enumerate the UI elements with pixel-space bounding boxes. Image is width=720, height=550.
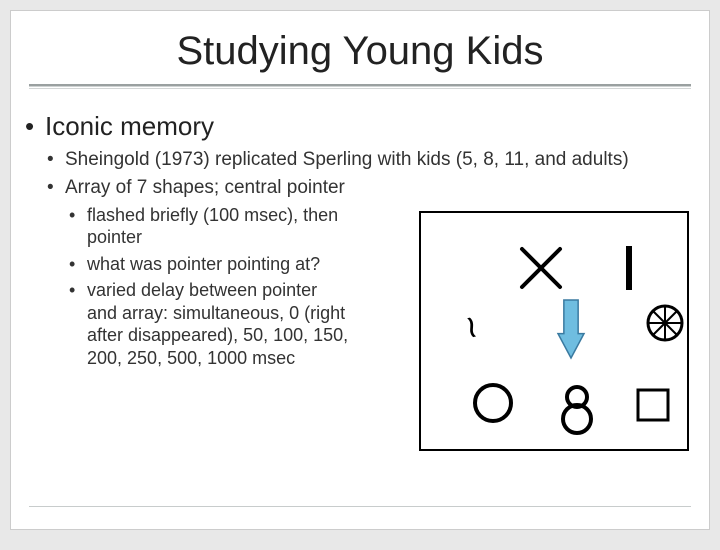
bullet-lvl2: Array of 7 shapes; central pointer [19,176,349,200]
slide: Studying Young Kids Iconic memory Sheing… [10,10,710,530]
svg-text:~: ~ [447,310,496,344]
page-title: Studying Young Kids [11,11,709,80]
bottom-divider [29,506,691,507]
bullet-lvl2: Sheingold (1973) replicated Sperling wit… [19,148,685,172]
bullet-lvl3: flashed briefly (100 msec), then pointer [19,204,349,249]
bullet-lvl3: what was pointer pointing at? [19,253,349,276]
shapes-svg: ~ [421,213,691,453]
title-divider [29,84,691,87]
bullet-lvl1: Iconic memory [19,111,685,142]
shapes-figure: ~ [419,211,689,451]
bullet-lvl3: varied delay between pointer and array: … [19,279,349,369]
